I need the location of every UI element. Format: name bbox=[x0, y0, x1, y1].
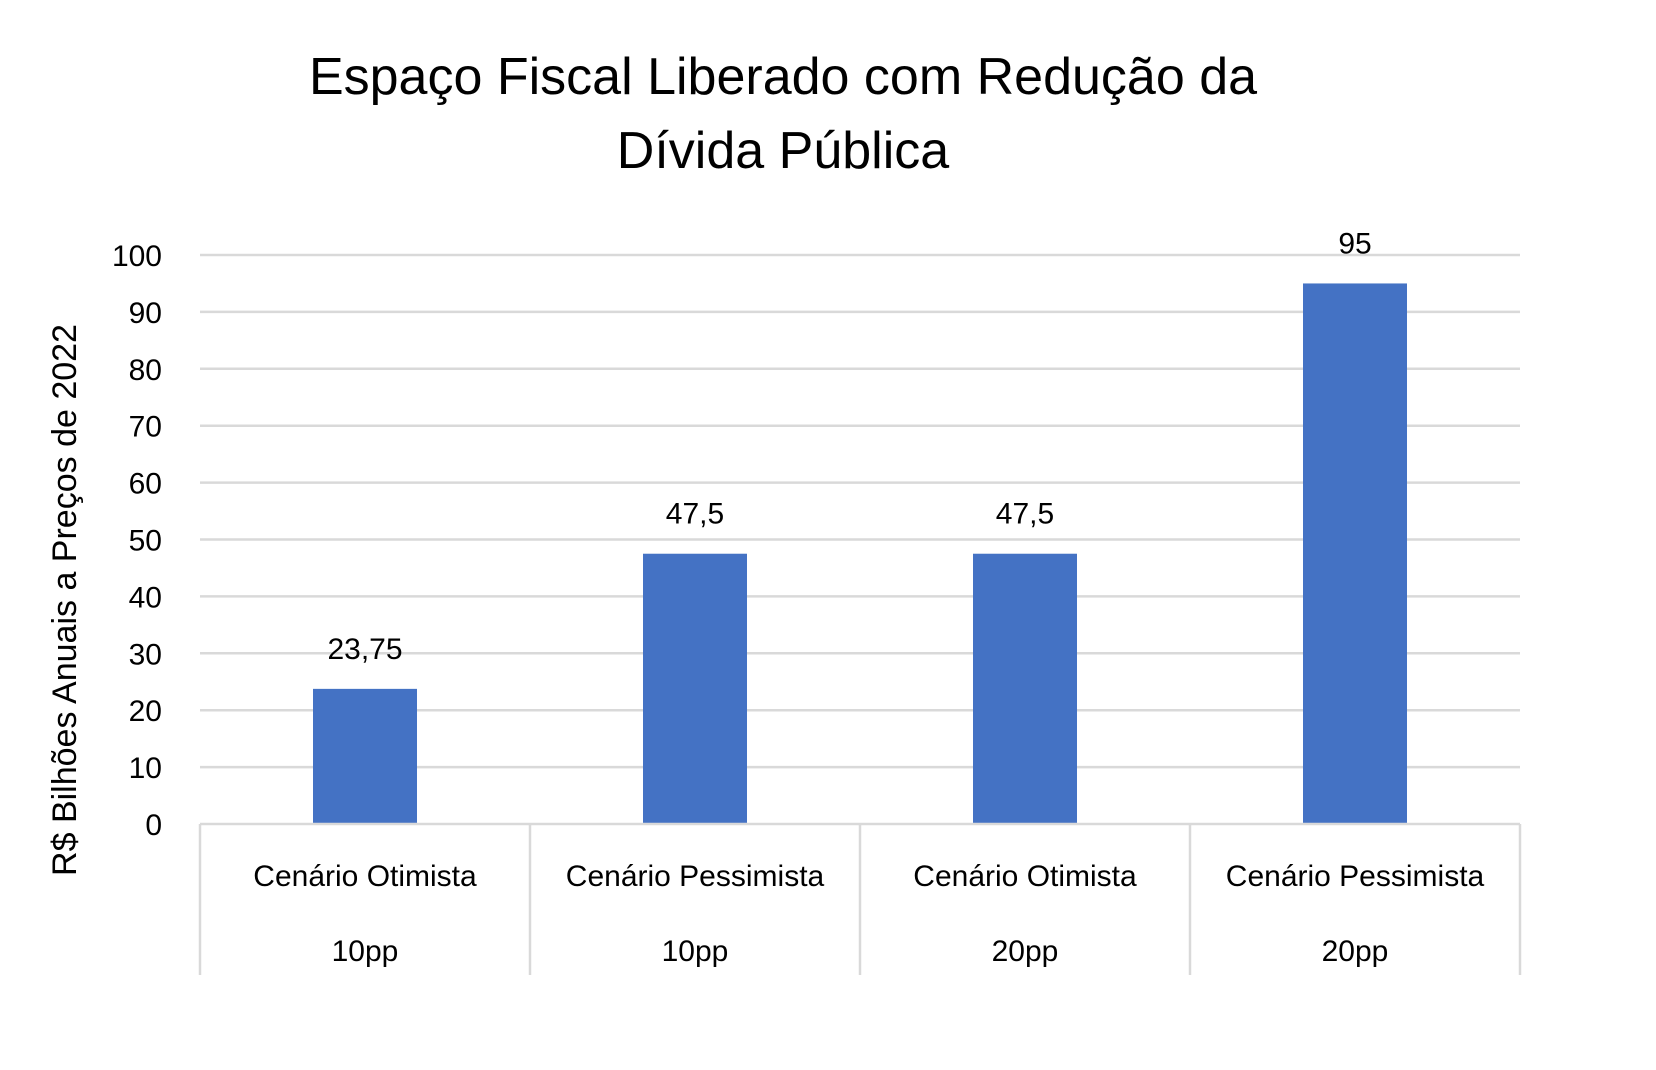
y-axis-label: R$ Bilhões Anuais a Preços de 2022 bbox=[46, 324, 84, 876]
y-tick-label: 30 bbox=[129, 638, 162, 671]
chart-title: Espaço Fiscal Liberado com Redução da Dí… bbox=[0, 40, 1566, 188]
y-tick-label: 50 bbox=[129, 525, 162, 558]
y-tick-label: 40 bbox=[129, 581, 162, 614]
y-tick-label: 100 bbox=[112, 240, 162, 273]
x-tick-label: Cenário Pessimista bbox=[566, 860, 825, 893]
y-tick-label: 10 bbox=[129, 752, 162, 785]
data-label: 23,75 bbox=[327, 633, 402, 666]
x-tick-label: Cenário Pessimista bbox=[1226, 860, 1485, 893]
data-label: 95 bbox=[1338, 227, 1371, 260]
chart-title-line-1: Espaço Fiscal Liberado com Redução da bbox=[308, 48, 1258, 106]
bar bbox=[1303, 283, 1407, 824]
y-tick-label: 20 bbox=[129, 695, 162, 728]
y-tick-label: 90 bbox=[129, 297, 162, 330]
x-tick-sublabel: 20pp bbox=[1322, 935, 1389, 968]
y-tick-label: 60 bbox=[129, 468, 162, 501]
chart-title-line-2: Dívida Pública bbox=[616, 122, 950, 180]
x-tick-label: Cenário Otimista bbox=[913, 860, 1137, 893]
data-label: 47,5 bbox=[666, 498, 724, 531]
y-tick-label: 0 bbox=[145, 809, 162, 842]
y-tick-label: 80 bbox=[129, 354, 162, 387]
bar bbox=[313, 688, 417, 824]
bar bbox=[973, 553, 1077, 824]
x-tick-sublabel: 10pp bbox=[332, 935, 399, 968]
bar bbox=[643, 553, 747, 824]
x-tick-sublabel: 10pp bbox=[662, 935, 729, 968]
data-label: 47,5 bbox=[996, 498, 1054, 531]
x-tick-sublabel: 20pp bbox=[992, 935, 1059, 968]
y-tick-label: 70 bbox=[129, 411, 162, 444]
x-tick-label: Cenário Otimista bbox=[253, 860, 477, 893]
